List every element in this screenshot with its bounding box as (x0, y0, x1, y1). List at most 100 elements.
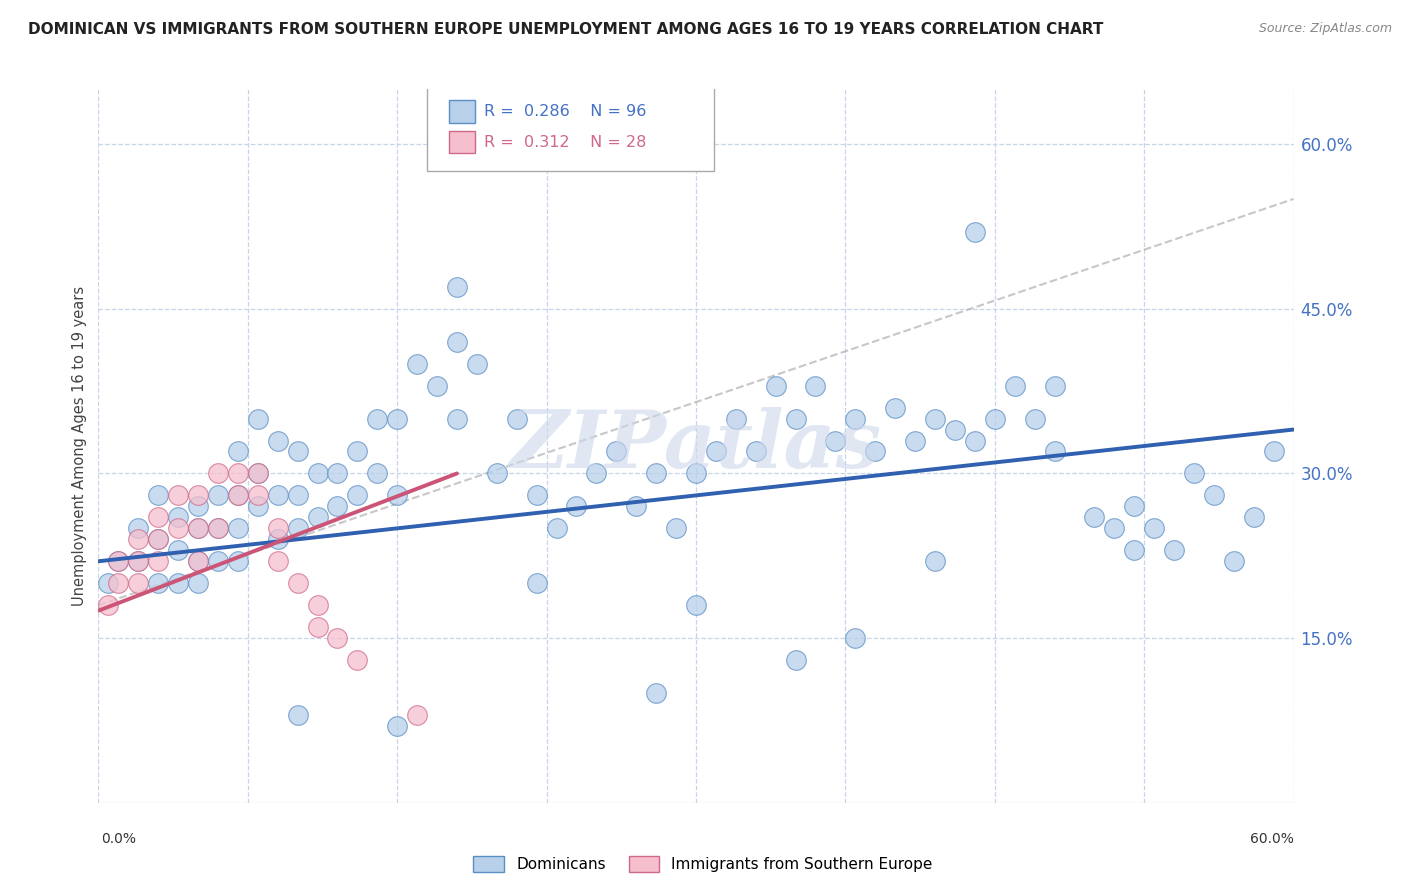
FancyBboxPatch shape (449, 100, 475, 123)
Point (127, 554, 149, 568)
Point (485, 467, 508, 481)
FancyBboxPatch shape (449, 130, 475, 153)
Legend: Dominicans, Immigrants from Southern Europe: Dominicans, Immigrants from Southern Eur… (465, 848, 941, 880)
Point (207, 521, 229, 535)
Point (167, 576, 190, 591)
Point (267, 488, 290, 502)
Point (307, 620, 329, 634)
Point (645, 686, 668, 700)
Point (226, 467, 249, 481)
Point (1182, 467, 1205, 481)
Point (187, 488, 209, 502)
Point (385, 719, 409, 733)
Text: ZIPatlas: ZIPatlas (510, 408, 882, 484)
Point (226, 488, 249, 502)
Point (167, 510, 190, 524)
Point (465, 357, 488, 371)
Point (246, 467, 269, 481)
Text: DOMINICAN VS IMMIGRANTS FROM SOUTHERN EUROPE UNEMPLOYMENT AMONG AGES 16 TO 19 YE: DOMINICAN VS IMMIGRANTS FROM SOUTHERN EU… (28, 22, 1104, 37)
Point (246, 488, 269, 502)
Point (824, 434, 846, 448)
Point (863, 444, 886, 458)
Text: R =  0.312    N = 28: R = 0.312 N = 28 (485, 135, 647, 150)
Point (943, 423, 966, 437)
Point (406, 708, 429, 723)
Point (148, 576, 170, 591)
Point (127, 576, 149, 591)
Point (785, 411, 807, 425)
Point (1123, 543, 1146, 558)
Point (446, 334, 468, 349)
Point (366, 411, 388, 425)
Point (1083, 510, 1105, 524)
Point (366, 467, 388, 481)
Y-axis label: Unemployment Among Ages 16 to 19 years: Unemployment Among Ages 16 to 19 years (72, 286, 87, 606)
Text: R =  0.286    N = 96: R = 0.286 N = 96 (485, 103, 647, 119)
Point (624, 500, 647, 514)
Point (287, 444, 309, 458)
Point (267, 533, 290, 547)
Point (1163, 543, 1185, 558)
Point (207, 554, 229, 568)
Point (246, 411, 269, 425)
Point (148, 533, 170, 547)
Point (385, 411, 409, 425)
Point (406, 357, 429, 371)
Point (983, 411, 1005, 425)
Point (426, 378, 449, 392)
Point (226, 554, 249, 568)
Point (924, 554, 946, 568)
Point (246, 500, 269, 514)
Point (1102, 521, 1125, 535)
Point (226, 444, 249, 458)
Point (1123, 500, 1146, 514)
Point (326, 631, 349, 645)
Point (924, 411, 946, 425)
Point (1202, 488, 1225, 502)
Point (167, 543, 190, 558)
Point (605, 444, 627, 458)
Point (97, 576, 120, 591)
Point (148, 488, 170, 502)
Point (187, 500, 209, 514)
Point (326, 467, 349, 481)
Point (506, 411, 529, 425)
Point (685, 598, 707, 612)
Point (704, 444, 727, 458)
Point (267, 521, 290, 535)
Point (107, 576, 129, 591)
Point (844, 411, 866, 425)
Point (187, 521, 209, 535)
Point (565, 500, 588, 514)
Point (665, 521, 688, 535)
Point (346, 488, 368, 502)
Point (107, 554, 129, 568)
Point (287, 576, 309, 591)
FancyBboxPatch shape (427, 86, 714, 171)
Point (187, 554, 209, 568)
Point (904, 434, 927, 448)
Point (187, 521, 209, 535)
Point (226, 488, 249, 502)
Point (804, 378, 827, 392)
Point (287, 488, 309, 502)
Point (546, 521, 568, 535)
Point (1222, 554, 1246, 568)
Point (1004, 378, 1026, 392)
Point (963, 225, 986, 239)
Point (207, 488, 229, 502)
Point (207, 521, 229, 535)
Point (187, 576, 209, 591)
Point (107, 554, 129, 568)
Point (167, 488, 190, 502)
Text: 0.0%: 0.0% (101, 832, 136, 846)
Point (1263, 444, 1285, 458)
Point (346, 653, 368, 667)
Point (307, 510, 329, 524)
Point (724, 411, 747, 425)
Point (1043, 378, 1066, 392)
Text: 60.0%: 60.0% (1250, 832, 1294, 846)
Point (446, 411, 468, 425)
Point (148, 554, 170, 568)
Point (1043, 444, 1066, 458)
